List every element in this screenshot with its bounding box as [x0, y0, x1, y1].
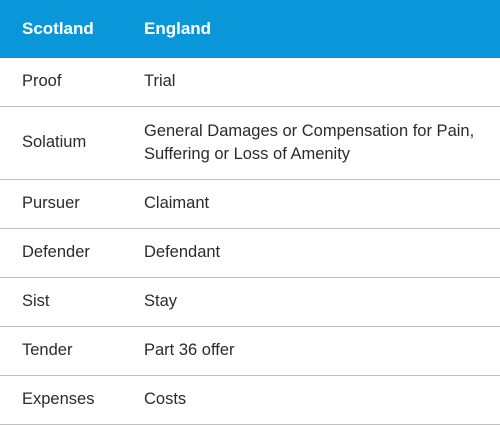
table-row: Expenses Costs: [0, 376, 500, 425]
england-term: Defendant: [144, 243, 221, 262]
scotland-term: Defender: [22, 243, 90, 262]
table-row: Tender Part 36 offer: [0, 327, 500, 376]
england-term: Stay: [144, 292, 178, 311]
england-term: Trial: [144, 72, 176, 91]
header-england: England: [144, 19, 212, 38]
england-term: Costs: [144, 390, 187, 409]
scotland-term: Pursuer: [22, 194, 80, 213]
scotland-term: Sist: [22, 292, 50, 311]
england-term: General Damages or Compensation for Pain…: [144, 121, 475, 163]
table-row: Sist Stay: [0, 278, 500, 327]
scotland-term: Proof: [22, 72, 62, 91]
table-header: Scotland England: [0, 0, 500, 58]
table-row: Defender Defendant: [0, 229, 500, 278]
scotland-term: Expenses: [22, 390, 95, 409]
table-row: Proof Trial: [0, 58, 500, 107]
table-row: Pursuer Claimant: [0, 180, 500, 229]
header-scotland: Scotland: [22, 19, 94, 38]
england-term: Part 36 offer: [144, 341, 235, 360]
scotland-term: Solatium: [22, 133, 87, 152]
scotland-term: Tender: [22, 341, 73, 360]
england-term: Claimant: [144, 194, 210, 213]
table-row: Solatium General Damages or Compensation…: [0, 107, 500, 180]
